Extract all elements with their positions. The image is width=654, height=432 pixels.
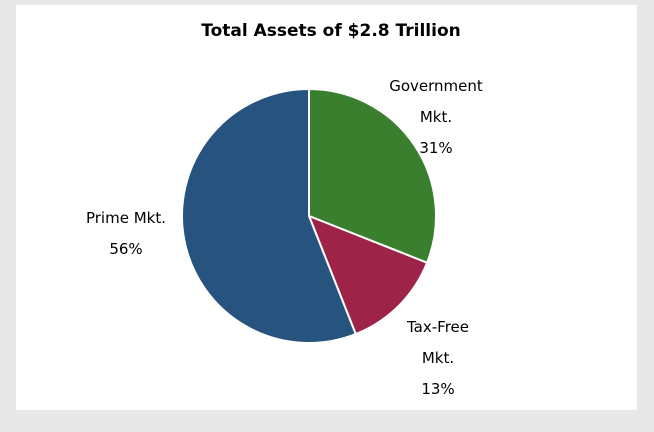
chart-title: Total Assets of $2.8 Trillion [201, 21, 461, 41]
slice-category-label: Government [389, 77, 483, 95]
pie-chart: Total Assets of $2.8 Trillion Government… [86, 21, 483, 398]
slice-category-label: Tax-Free [406, 318, 469, 336]
slice-value-label: 31% [419, 139, 452, 157]
slice-value-label: 56% [109, 240, 142, 258]
slice-category-label: Prime Mkt. [86, 209, 166, 227]
slice-label-1: Tax-Free Mkt. 13% [406, 318, 469, 398]
pie-slice-0 [308, 87, 437, 265]
slice-value-label: 13% [421, 380, 454, 398]
slice-label-0: Government Mkt. 31% [389, 77, 483, 157]
slice-category-label: Mkt. [420, 108, 452, 126]
slice-category-label: Mkt. [422, 349, 454, 367]
pie-slice-2 [181, 87, 358, 344]
pie-slice-1 [307, 214, 429, 336]
slice-label-2: Prime Mkt. 56% [86, 209, 166, 258]
chart-panel: Total Assets of $2.8 Trillion Government… [16, 5, 637, 410]
